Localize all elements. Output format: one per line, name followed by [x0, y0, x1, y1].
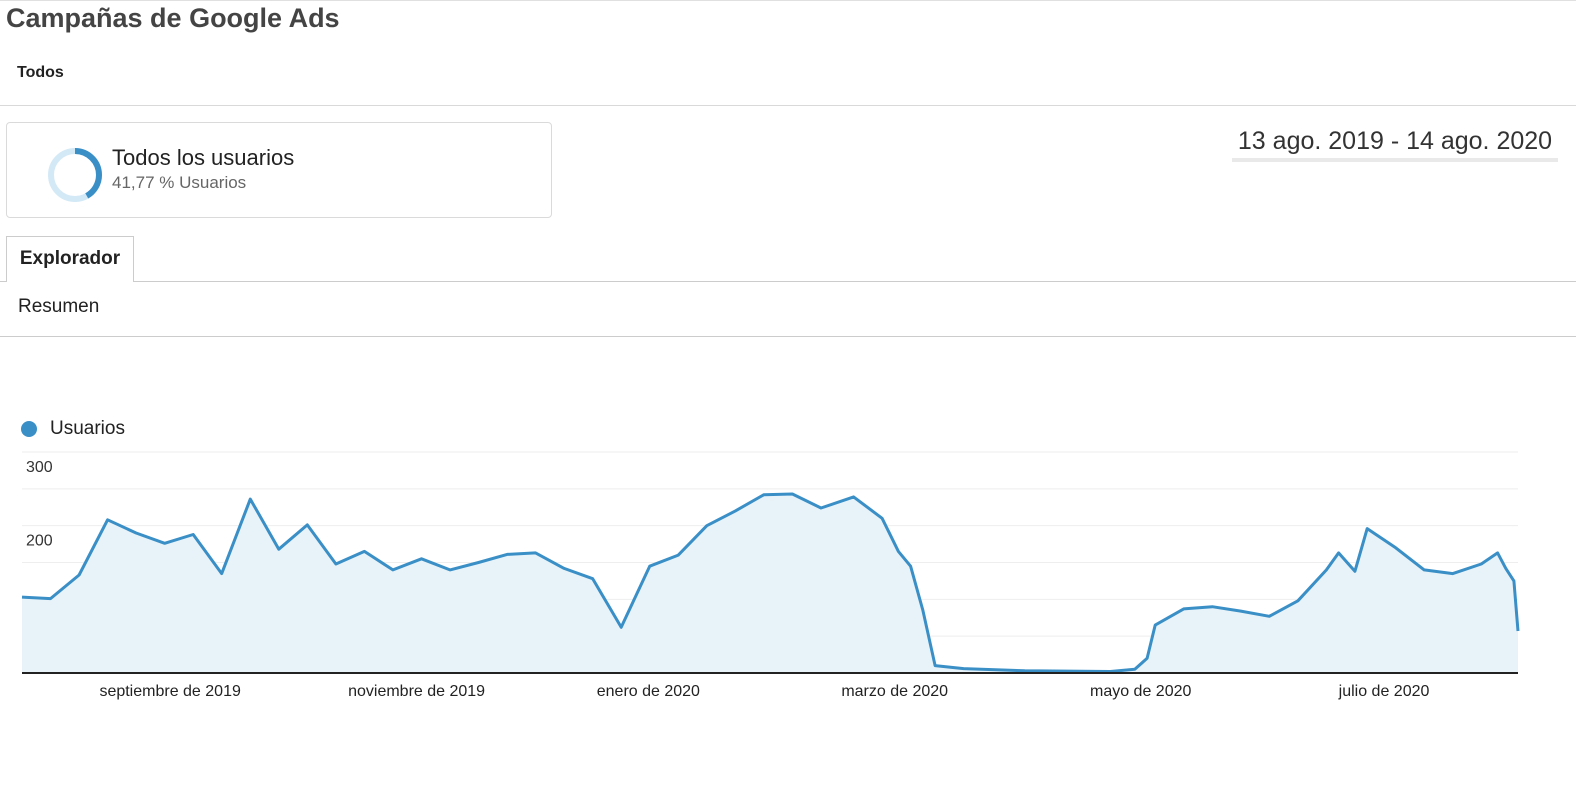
x-axis-label: mayo de 2020	[1090, 683, 1192, 700]
subtab-resumen[interactable]: Resumen	[18, 296, 100, 317]
segment-name: Todos los usuarios	[112, 145, 295, 170]
tab-explorador[interactable]: Explorador	[6, 236, 134, 282]
x-axis-label: septiembre de 2019	[99, 683, 241, 700]
legend-label: Usuarios	[50, 418, 125, 439]
tabs-divider	[0, 281, 1576, 282]
top-divider	[0, 0, 1576, 1]
segment-percentage: 41,77 % Usuarios	[112, 173, 247, 192]
x-axis-label: noviembre de 2019	[348, 683, 485, 700]
y-axis-label: 300	[26, 459, 53, 476]
date-range-picker[interactable]: 13 ago. 2019 - 14 ago. 2020	[1232, 124, 1558, 162]
header-divider	[0, 105, 1576, 106]
segment-selector[interactable]: Todos	[17, 64, 64, 81]
series-line-usuarios	[21, 492, 1520, 673]
x-axis-label: julio de 2020	[1338, 683, 1430, 700]
x-axis-label: marzo de 2020	[841, 683, 948, 700]
segment-card[interactable]: Todos los usuarios 41,77 % Usuarios	[6, 122, 552, 218]
subtabs-divider	[0, 336, 1576, 337]
page-title: Campañas de Google Ads	[6, 3, 340, 33]
series-area-usuarios	[22, 494, 1518, 673]
x-axis-label: enero de 2020	[597, 683, 700, 700]
segment-donut-icon	[48, 148, 102, 202]
legend-marker	[21, 421, 37, 437]
y-axis-label: 200	[26, 533, 53, 550]
